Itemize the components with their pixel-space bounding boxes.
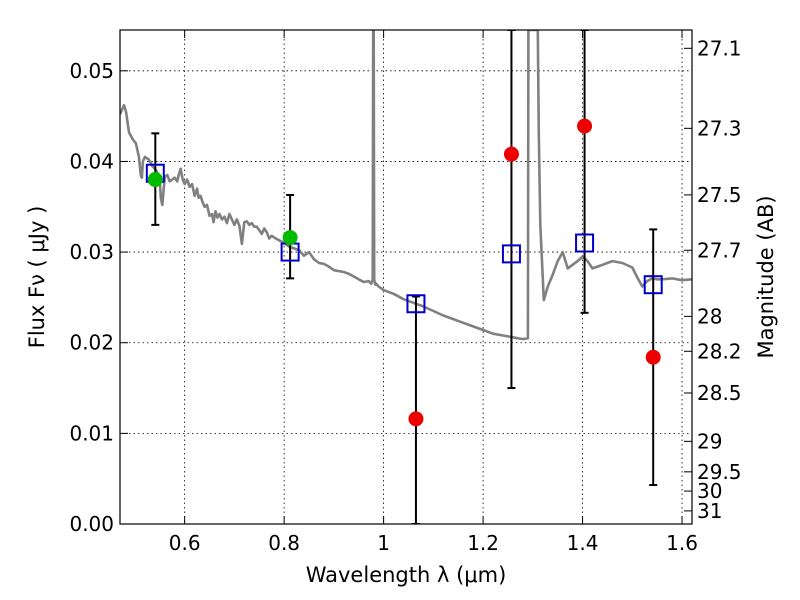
mag-tick-label: 27.7 xyxy=(697,238,742,262)
x-tick-label: 1.6 xyxy=(666,531,698,555)
y-tick-label: 0.01 xyxy=(69,421,114,445)
y-tick-label: 0.02 xyxy=(69,331,114,355)
y-tick-label: 0.04 xyxy=(69,149,114,173)
mag-tick-label: 30 xyxy=(697,479,722,503)
y-tick-label: 0.03 xyxy=(69,240,114,264)
plot-area xyxy=(120,30,692,524)
mag-tick-label: 27.1 xyxy=(697,36,742,60)
mag-tick-label: 27.3 xyxy=(697,116,742,140)
y-axis-label: Flux Fν ( μJy ) xyxy=(25,206,49,349)
model-flux-square xyxy=(643,275,663,295)
mag-tick-label: 28.5 xyxy=(697,381,742,405)
model-flux-square xyxy=(575,233,595,253)
mag-tick-label: 27.5 xyxy=(697,183,742,207)
x-tick-label: 1 xyxy=(377,531,390,555)
x-tick-label: 0.6 xyxy=(169,531,201,555)
plot-layer xyxy=(120,30,692,524)
tick-layer: 0.6 0.8 1 1.2 1.4 1.6 0.00 0.01 0.02 0.03 0.04 0.05… xyxy=(69,30,742,555)
nondetection-point xyxy=(503,146,519,162)
x-axis-label: Wavelength λ (μm) xyxy=(306,563,507,587)
model-flux-square xyxy=(406,294,426,314)
mag-tick-label: 31 xyxy=(697,499,722,523)
mag-tick-label: 29 xyxy=(697,429,722,453)
detection-point xyxy=(147,172,163,188)
model-flux-square xyxy=(501,244,521,264)
mag-tick-label: 28 xyxy=(697,304,722,328)
plot-frame xyxy=(119,29,693,525)
model-spectrum-line xyxy=(120,30,692,341)
y2-axis-label: Magnitude (AB) xyxy=(754,195,778,358)
y-tick-label: 0.05 xyxy=(69,59,114,83)
x-tick-label: 1.2 xyxy=(467,531,499,555)
mag-tick-label: 29.5 xyxy=(697,460,742,484)
mag-tick-label: 28.2 xyxy=(697,339,742,363)
x-tick-label: 1.4 xyxy=(567,531,599,555)
detection-point xyxy=(282,230,298,246)
x-tick-label: 0.8 xyxy=(268,531,300,555)
nondetection-point xyxy=(408,411,424,427)
y-tick-label: 0.00 xyxy=(69,512,114,536)
nondetection-point xyxy=(577,118,593,134)
nondetection-point xyxy=(645,349,661,365)
